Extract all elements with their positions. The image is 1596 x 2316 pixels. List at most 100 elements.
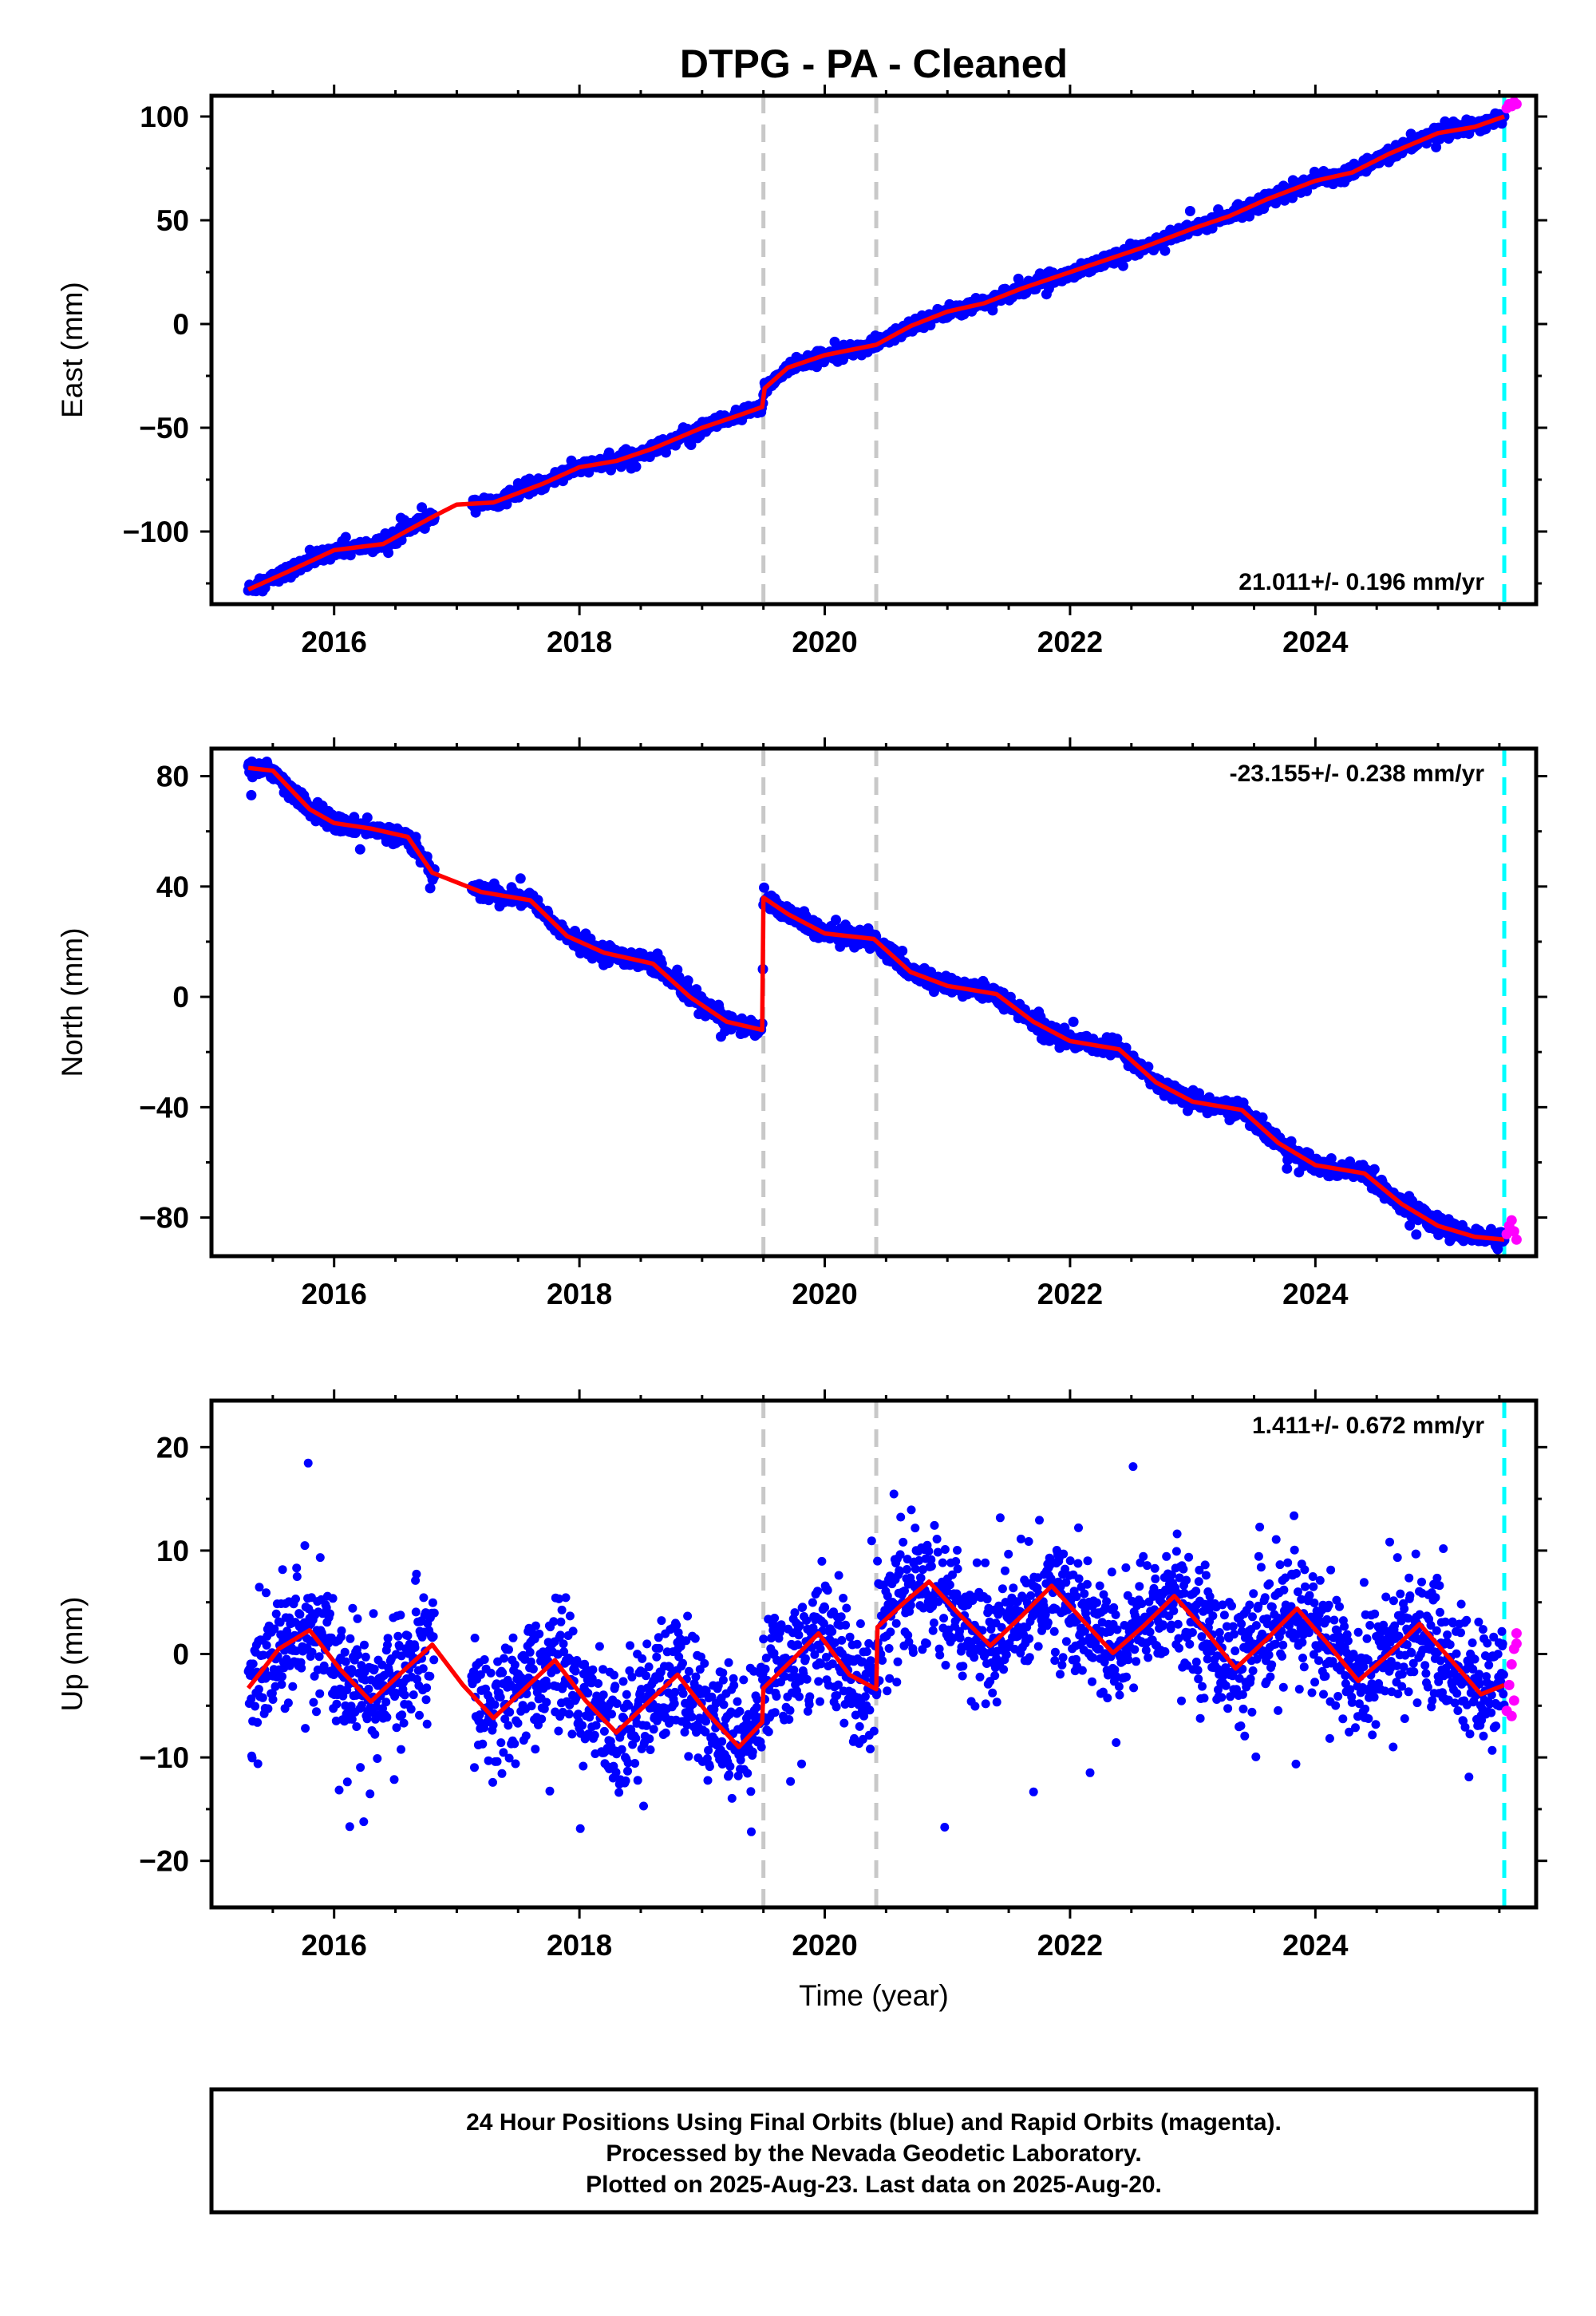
- final-orbit-point: [397, 1710, 407, 1720]
- final-orbit-point: [1404, 1220, 1416, 1231]
- final-orbit-point: [253, 1717, 263, 1727]
- final-orbit-point: [295, 1610, 305, 1619]
- final-orbit-point: [559, 1639, 568, 1649]
- final-orbit-point: [475, 1710, 484, 1720]
- final-orbit-point: [248, 1659, 258, 1669]
- final-orbit-point: [292, 1572, 302, 1581]
- final-orbit-point: [422, 1719, 432, 1729]
- x-tick-label: 2022: [1037, 1278, 1103, 1310]
- final-orbit-point: [357, 1701, 366, 1710]
- final-orbit-point: [612, 1699, 622, 1709]
- y-tick-label: −80: [139, 1202, 189, 1235]
- final-orbit-point: [545, 1786, 555, 1796]
- final-orbit-point: [470, 1763, 479, 1773]
- final-orbit-point: [246, 789, 257, 800]
- final-orbit-point: [897, 946, 908, 956]
- final-orbit-point: [583, 1689, 593, 1697]
- y-tick-label: 50: [156, 204, 189, 237]
- final-orbit-point: [389, 1775, 399, 1784]
- final-orbit-point: [610, 1682, 620, 1691]
- final-orbit-point: [315, 1689, 325, 1698]
- final-orbit-point: [381, 1697, 391, 1707]
- y-tick-label: −40: [139, 1091, 189, 1124]
- final-orbit-point: [511, 1759, 520, 1769]
- final-orbit-point: [428, 1598, 437, 1607]
- final-orbit-point: [282, 1654, 291, 1664]
- final-orbit-point: [410, 832, 421, 843]
- y-tick-label: −100: [123, 516, 189, 548]
- final-orbit-point: [496, 1693, 505, 1702]
- final-orbit-point: [521, 1731, 531, 1741]
- final-orbit-point: [488, 1777, 497, 1787]
- final-orbit-point: [312, 1707, 321, 1717]
- final-orbit-point: [488, 1720, 498, 1729]
- rapid-orbit-point: [1508, 1226, 1519, 1237]
- final-orbit-point: [292, 1563, 302, 1573]
- rate-label: 21.011+/- 0.196 mm/yr: [1238, 569, 1484, 595]
- final-orbit-point: [492, 1679, 501, 1689]
- final-orbit-point: [277, 1680, 286, 1690]
- final-orbit-point: [396, 1611, 405, 1620]
- final-orbit-point: [556, 1617, 566, 1626]
- final-orbit-point: [617, 1745, 626, 1754]
- plot-area: [243, 96, 1522, 604]
- final-orbit-point: [621, 1776, 630, 1785]
- final-orbit-point: [259, 1650, 268, 1660]
- final-orbit-point: [537, 1714, 547, 1724]
- final-orbit-point: [406, 1705, 416, 1714]
- final-orbit-point: [354, 1650, 363, 1660]
- panel-frame: [209, 746, 1539, 1259]
- final-orbit-point: [490, 1700, 500, 1709]
- final-orbit-point: [255, 1583, 264, 1592]
- final-orbit-point: [505, 1707, 515, 1717]
- final-orbit-point: [392, 1723, 401, 1733]
- final-orbit-point: [486, 1668, 496, 1678]
- final-orbit-point: [393, 1631, 403, 1641]
- y-tick-label: 100: [140, 101, 189, 133]
- y-axis-label: East (mm): [56, 282, 89, 418]
- final-orbit-point: [346, 1634, 355, 1643]
- final-orbit-point: [347, 1665, 357, 1674]
- final-orbit-point: [417, 502, 428, 513]
- final-orbit-point: [510, 1739, 519, 1749]
- final-orbit-point: [630, 461, 642, 472]
- rapid-orbit-point: [1511, 98, 1522, 109]
- final-orbit-point: [347, 1714, 357, 1724]
- final-orbit-point: [400, 1690, 409, 1700]
- final-orbit-point: [759, 882, 769, 893]
- y-tick-label: 40: [156, 871, 189, 903]
- final-orbit-point: [571, 1666, 580, 1676]
- final-orbit-point: [685, 440, 697, 450]
- final-orbit-point: [251, 1701, 260, 1711]
- final-orbit-point: [399, 1718, 409, 1728]
- final-orbit-point: [352, 1722, 361, 1731]
- final-orbit-point: [500, 1654, 508, 1663]
- panel-frame: [209, 93, 1539, 607]
- final-orbit-point: [361, 1652, 370, 1662]
- final-orbit-point: [504, 1753, 514, 1763]
- final-orbit-point: [254, 1685, 263, 1694]
- final-orbit-point: [425, 883, 436, 894]
- final-orbit-point: [314, 1652, 324, 1662]
- final-orbit-point: [1431, 141, 1442, 152]
- final-orbit-point: [1159, 245, 1171, 256]
- final-orbit-point: [268, 1695, 278, 1704]
- final-orbit-point: [297, 1663, 306, 1673]
- x-tick-label: 2016: [302, 1278, 367, 1310]
- y-axis-label: North (mm): [56, 927, 89, 1077]
- final-orbit-point: [1143, 1061, 1154, 1073]
- final-orbit-point: [253, 1759, 263, 1769]
- final-orbit-point: [682, 975, 693, 986]
- final-orbit-point: [373, 1754, 382, 1763]
- final-orbit-point: [348, 1603, 358, 1613]
- final-orbit-point: [332, 1699, 342, 1709]
- final-orbit-point: [364, 1684, 373, 1694]
- final-orbit-point: [598, 1690, 608, 1700]
- final-orbit-point: [278, 1672, 286, 1682]
- final-orbit-point: [262, 1641, 271, 1650]
- final-orbit-point: [340, 1647, 350, 1657]
- final-orbit-point: [291, 1646, 301, 1656]
- final-orbit-point: [359, 1817, 369, 1827]
